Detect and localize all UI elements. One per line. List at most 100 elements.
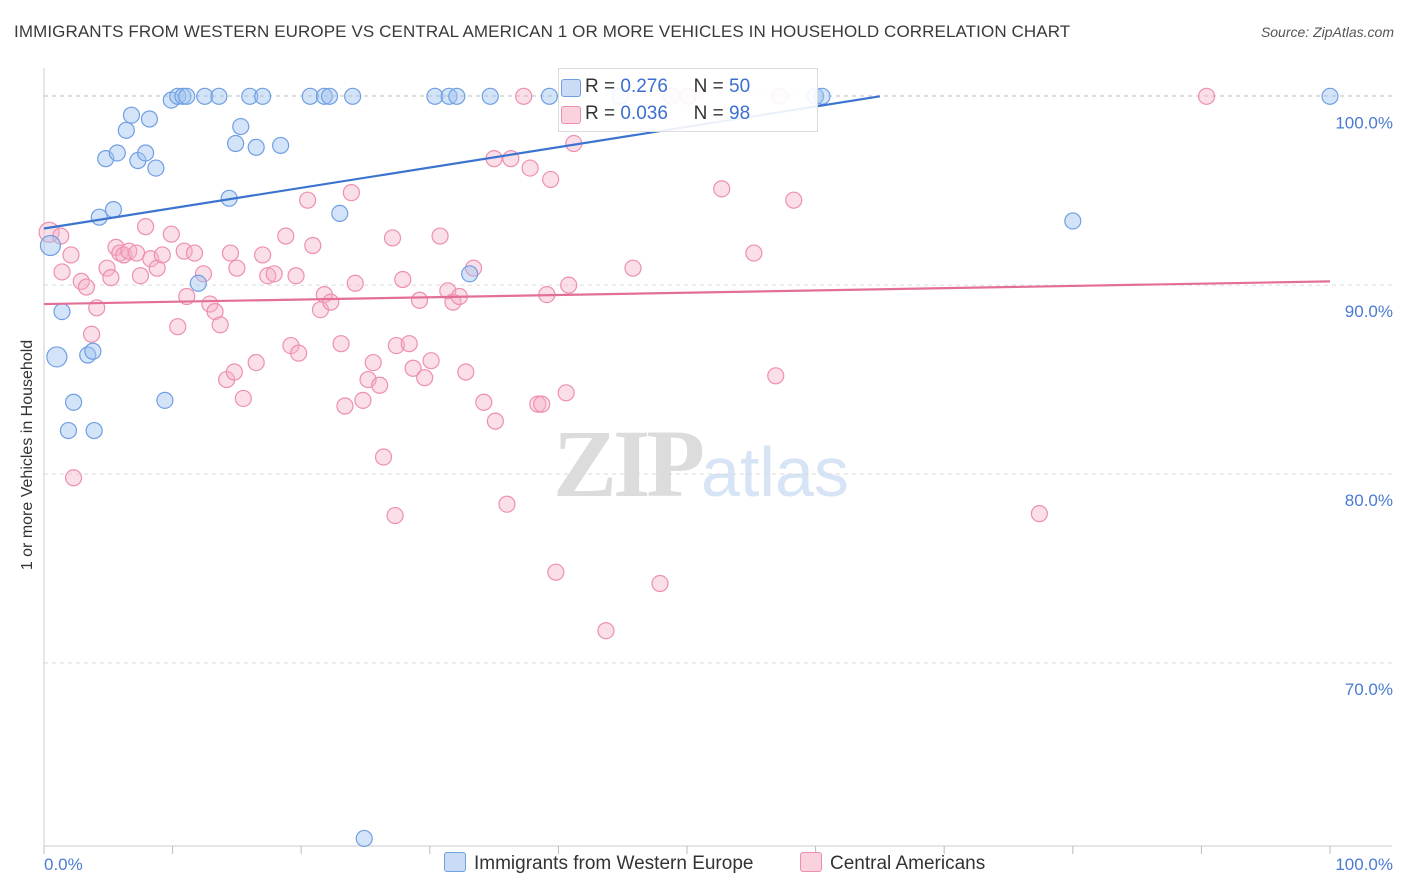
bottom-legend-western-europe: Immigrants from Western Europe — [444, 852, 753, 875]
western-europe-point — [331, 204, 349, 223]
western-europe-point — [90, 208, 108, 226]
central-american-point — [254, 246, 272, 264]
y-tick-label: 100.0% — [1335, 113, 1393, 132]
central-american-point — [354, 391, 372, 409]
central-american-point — [547, 563, 565, 581]
western-europe-point — [272, 136, 290, 155]
central-american-point — [767, 367, 785, 385]
central-american-point — [136, 218, 155, 236]
central-american-point — [498, 495, 516, 513]
central-american-point — [713, 180, 731, 198]
central-american-point — [1197, 87, 1216, 105]
bottom-legend-central-americans: Central Americans — [800, 852, 985, 875]
central-american-point — [560, 276, 578, 294]
western-europe-point — [104, 201, 123, 219]
legend-n-value: 50 — [729, 76, 751, 97]
central-american-point — [475, 393, 493, 411]
x-tick-label: 0.0% — [44, 855, 83, 874]
central-american-point — [153, 246, 171, 264]
legend-n-label: N = — [693, 103, 730, 124]
western-europe-point — [355, 829, 373, 848]
central-american-point — [431, 227, 449, 245]
western-europe-point — [59, 421, 78, 440]
western-europe-point — [196, 87, 214, 105]
western-europe-point — [315, 87, 333, 105]
western-europe-point — [108, 144, 126, 162]
western-europe-point — [147, 159, 165, 177]
central-american-point — [346, 274, 364, 292]
western-europe-point — [136, 144, 155, 162]
legend-r-label: R = — [585, 76, 621, 97]
central-american-point — [304, 236, 322, 255]
western-europe-point — [448, 87, 466, 105]
bottom-legend-label: Immigrants from Western Europe — [474, 853, 754, 874]
central-american-point — [374, 448, 393, 466]
western-europe-point — [254, 87, 272, 105]
central-american-point — [515, 87, 533, 105]
central-american-point — [400, 335, 418, 353]
central-american-point — [422, 352, 440, 370]
central-american-point — [342, 184, 360, 202]
legend-r-value: 0.036 — [620, 103, 668, 124]
western-europe-point — [540, 87, 558, 105]
central-american-point — [277, 227, 295, 245]
central-american-point — [597, 622, 615, 640]
central-american-point — [247, 353, 265, 372]
chart-title: IMMIGRANTS FROM WESTERN EUROPE VS CENTRA… — [14, 22, 1071, 41]
western-europe-point — [178, 87, 196, 105]
central-american-point — [62, 246, 80, 264]
central-american-point — [624, 259, 642, 277]
central-american-point — [53, 263, 71, 281]
western-europe-point — [122, 106, 141, 124]
central-american-point — [228, 259, 246, 277]
stats-legend: R = 0.276 N = 50 R = 0.036 N = 98 — [558, 68, 818, 132]
western-europe-point — [241, 87, 259, 105]
central-american-point — [206, 302, 224, 321]
central-american-point — [221, 244, 240, 262]
western-europe-points — [39, 87, 1339, 848]
central-american-point — [322, 293, 340, 311]
western-europe-point — [85, 421, 103, 440]
western-europe-point — [53, 302, 71, 321]
tick-labels: 100.0% 90.0% 80.0% 70.0% 0.0% 100.0% — [44, 113, 1393, 874]
western-europe-point — [140, 110, 159, 128]
western-europe-point — [189, 274, 207, 292]
legend-swatch-pink — [561, 106, 581, 124]
central-american-point — [387, 336, 405, 355]
central-american-point — [336, 397, 354, 415]
central-american-point — [404, 359, 422, 377]
western-europe-point — [247, 138, 265, 156]
central-american-point — [332, 335, 350, 353]
central-american-point — [77, 278, 96, 296]
central-american-point — [194, 265, 213, 283]
western-europe-point — [1064, 212, 1082, 230]
western-europe-point — [210, 87, 228, 105]
central-american-point — [651, 574, 669, 593]
central-american-point — [265, 265, 283, 283]
western-europe-point — [301, 87, 319, 105]
central-american-point — [259, 267, 277, 285]
legend-row-western-europe: R = 0.276 N = 50 — [561, 76, 751, 98]
legend-row-central-americans: R = 0.036 N = 98 — [561, 103, 751, 125]
western-europe-point — [426, 87, 444, 105]
western-europe-point — [156, 391, 174, 409]
central-american-point — [148, 259, 166, 277]
central-american-point — [457, 363, 475, 381]
central-american-point — [521, 159, 539, 177]
western-europe-point — [84, 342, 102, 360]
central-americans-points — [38, 87, 1216, 640]
central-american-point — [386, 506, 404, 525]
western-europe-point — [232, 117, 250, 136]
y-tick-label: 90.0% — [1345, 302, 1393, 321]
central-american-point — [82, 325, 101, 343]
central-american-point — [185, 244, 204, 262]
central-american-point — [211, 316, 229, 334]
central-american-point — [394, 270, 412, 289]
central-american-point — [371, 376, 389, 394]
central-american-point — [64, 469, 83, 487]
legend-n-value: 98 — [729, 103, 751, 124]
x-tick-label: 100.0% — [1335, 855, 1393, 874]
central-american-point — [1030, 505, 1048, 523]
y-tick-label: 70.0% — [1345, 680, 1393, 699]
